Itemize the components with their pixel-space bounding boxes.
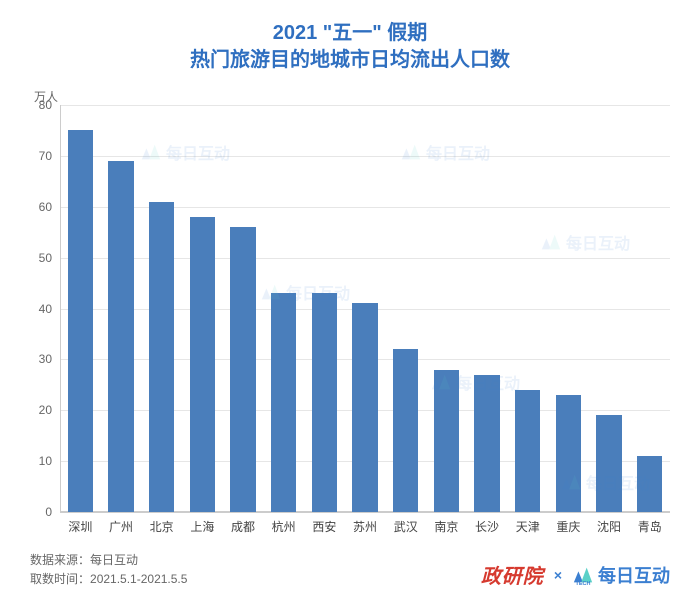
bar — [149, 202, 174, 512]
logo-separator: × — [554, 567, 562, 583]
y-tick-label: 30 — [39, 352, 60, 366]
bar-slot: 杭州 — [263, 105, 304, 512]
logo-mrhd-icon: TECH — [572, 564, 594, 586]
x-tick-label: 沈阳 — [597, 512, 621, 535]
bar-slot: 苏州 — [345, 105, 386, 512]
bar — [312, 293, 337, 512]
bar — [190, 217, 215, 512]
bar-slot: 青岛 — [629, 105, 670, 512]
bar-slot: 南京 — [426, 105, 467, 512]
bar-slot: 西安 — [304, 105, 345, 512]
source-block: 数据来源：每日互动 取数时间：2021.5.1-2021.5.5 — [30, 551, 187, 589]
x-tick-label: 武汉 — [394, 512, 418, 535]
y-tick-label: 0 — [45, 505, 60, 519]
source-label: 数据来源： — [30, 553, 90, 567]
bar-slot: 武汉 — [385, 105, 426, 512]
x-tick-label: 上海 — [190, 512, 214, 535]
footer: 数据来源：每日互动 取数时间：2021.5.1-2021.5.5 政研院 × T… — [30, 551, 670, 589]
bar — [352, 303, 377, 512]
source-line: 数据来源：每日互动 — [30, 551, 187, 570]
date-value: 2021.5.1-2021.5.5 — [90, 572, 187, 586]
bar — [393, 349, 418, 512]
x-tick-label: 青岛 — [638, 512, 662, 535]
chart-title: 2021 "五一" 假期 热门旅游目的地城市日均流出人口数 — [30, 20, 670, 74]
x-tick-label: 广州 — [109, 512, 133, 535]
bar — [108, 161, 133, 512]
date-line: 取数时间：2021.5.1-2021.5.5 — [30, 570, 187, 589]
title-line-1: 2021 "五一" 假期 — [30, 20, 670, 47]
x-tick-label: 成都 — [231, 512, 255, 535]
bar-slot: 北京 — [141, 105, 182, 512]
bar — [556, 395, 581, 512]
logo-tech-text: TECH — [576, 581, 591, 586]
bar — [434, 370, 459, 512]
y-tick-label: 10 — [39, 454, 60, 468]
x-tick-label: 重庆 — [556, 512, 580, 535]
logo-zyy: 政研院 — [481, 560, 544, 589]
bar-slot: 天津 — [507, 105, 548, 512]
chart-container: 2021 "五一" 假期 热门旅游目的地城市日均流出人口数 万人 0102030… — [0, 0, 700, 607]
x-tick-label: 天津 — [516, 512, 540, 535]
logo-mrhd-text: 每日互动 — [598, 562, 670, 588]
bar-slot: 长沙 — [467, 105, 508, 512]
bars-layer: 深圳广州北京上海成都杭州西安苏州武汉南京长沙天津重庆沈阳青岛 — [60, 105, 670, 512]
x-tick-label: 南京 — [434, 512, 458, 535]
x-tick-label: 杭州 — [272, 512, 296, 535]
x-tick-label: 苏州 — [353, 512, 377, 535]
logo-block: 政研院 × TECH 每日互动 — [481, 560, 670, 589]
bar — [637, 456, 662, 512]
bar-slot: 重庆 — [548, 105, 589, 512]
bar-slot: 上海 — [182, 105, 223, 512]
bar-slot: 深圳 — [60, 105, 101, 512]
logo-mrhd: TECH 每日互动 — [572, 562, 670, 588]
x-tick-label: 长沙 — [475, 512, 499, 535]
bar — [596, 415, 621, 512]
bar — [474, 375, 499, 512]
y-tick-label: 40 — [39, 302, 60, 316]
bar — [230, 227, 255, 512]
y-tick-label: 70 — [39, 149, 60, 163]
title-line-2: 热门旅游目的地城市日均流出人口数 — [30, 47, 670, 74]
bar — [515, 390, 540, 512]
plot-area: 01020304050607080 深圳广州北京上海成都杭州西安苏州武汉南京长沙… — [60, 105, 670, 512]
bar-slot: 成都 — [223, 105, 264, 512]
source-value: 每日互动 — [90, 553, 138, 567]
x-tick-label: 西安 — [312, 512, 336, 535]
y-tick-label: 50 — [39, 251, 60, 265]
bar-slot: 广州 — [101, 105, 142, 512]
y-tick-label: 20 — [39, 403, 60, 417]
date-label: 取数时间： — [30, 572, 90, 586]
bar — [68, 130, 93, 512]
bar-slot: 沈阳 — [589, 105, 630, 512]
x-tick-label: 北京 — [150, 512, 174, 535]
bar — [271, 293, 296, 512]
x-tick-label: 深圳 — [68, 512, 92, 535]
y-tick-label: 80 — [39, 98, 60, 112]
y-tick-label: 60 — [39, 200, 60, 214]
